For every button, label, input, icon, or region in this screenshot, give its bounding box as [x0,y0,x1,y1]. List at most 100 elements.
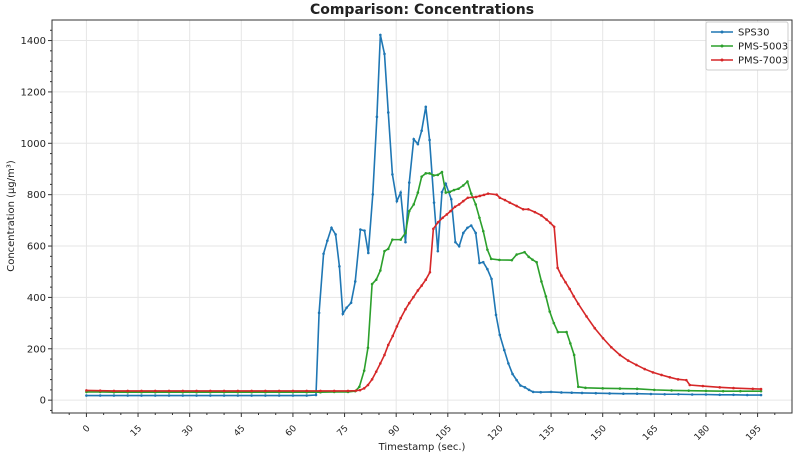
data-point [549,221,552,225]
legend-label: PMS-7003 [738,56,788,67]
data-point [395,325,399,328]
y-tick-label: 600 [27,242,46,253]
data-point [668,375,672,379]
data-point [353,280,357,283]
data-point [511,372,514,376]
data-point [618,387,622,390]
data-point [317,311,321,315]
x-tick-label: 150 [590,424,609,443]
data-point [610,345,613,349]
data-point [474,195,478,199]
data-point [354,389,358,392]
data-point [622,392,625,396]
data-point [391,334,395,338]
data-point [370,378,374,381]
data-point [349,301,353,305]
data-point [386,111,390,114]
data-point [569,342,572,345]
data-point [375,115,379,119]
y-tick-label: 1000 [21,139,46,150]
data-point [358,385,361,389]
data-point [236,389,240,393]
data-point [564,280,567,284]
data-point [751,387,755,391]
x-tick-label: 45 [232,424,247,439]
data-point [519,384,522,387]
data-point [490,277,493,281]
data-point [291,389,295,393]
data-point [366,383,370,387]
legend: SPS30 PMS-5003 PMS-7003 [705,21,789,71]
data-point [572,353,576,357]
data-point [502,348,506,352]
data-point [379,362,382,365]
series-line [86,170,762,393]
data-point [653,388,656,392]
data-point [404,231,407,235]
data-point [404,240,407,244]
data-point [462,199,465,203]
data-point [153,394,157,397]
data-point [549,390,553,394]
data-point [379,269,382,272]
data-point [466,226,469,230]
data-point [399,191,402,194]
data-point [523,250,526,254]
data-point [540,214,543,217]
plot-frame [51,19,793,414]
data-point [391,173,394,176]
data-point [523,386,527,389]
data-point [510,258,514,262]
data-point [374,278,378,281]
data-point [457,187,460,191]
data-point [533,210,537,214]
series-group [85,33,763,397]
data-point [498,196,502,200]
data-point [112,394,116,397]
data-point [436,249,440,253]
data-point [560,391,563,394]
data-point [416,289,420,292]
data-point [545,218,548,221]
data-point [498,333,502,337]
data-point [601,387,604,390]
series-line [86,34,762,397]
legend-label: PMS-5003 [738,42,788,53]
data-point [494,313,498,317]
data-point [651,371,655,374]
data-point [704,393,708,396]
x-tick-label: 60 [284,424,299,439]
data-point [585,315,588,318]
data-point [572,295,576,298]
data-point [440,170,444,174]
data-point [195,394,198,397]
data-point [222,394,226,397]
data-point [531,390,535,394]
data-point [618,353,622,357]
data-point [457,244,461,248]
data-point [580,391,584,395]
data-point [436,220,440,224]
data-point [643,367,646,371]
data-point [399,316,402,320]
y-tick-label: 0 [40,396,46,407]
data-point [140,389,143,393]
data-point [670,389,673,392]
data-point [478,194,482,198]
data-point [222,389,226,393]
data-point [515,378,518,382]
data-point [371,193,375,196]
data-point [474,231,477,235]
data-point [503,198,507,202]
data-point [345,306,348,309]
data-point [560,274,563,277]
legend-box [705,21,789,71]
data-point [635,392,639,396]
data-point [521,208,525,211]
data-point [379,33,382,37]
data-point [277,394,281,397]
data-point [469,224,473,227]
data-point [167,389,171,393]
data-point [486,267,489,271]
data-point [704,389,708,393]
